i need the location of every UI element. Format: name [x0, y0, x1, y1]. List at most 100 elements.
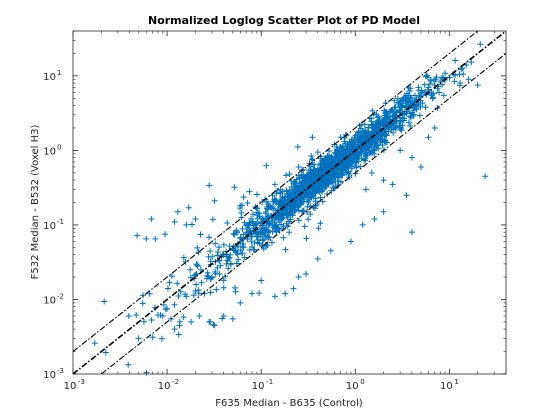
x-tick-label: 10 [440, 381, 453, 392]
data-point [293, 189, 300, 196]
data-point [174, 208, 181, 215]
data-point [369, 107, 376, 114]
data-point [295, 207, 302, 214]
data-point [263, 162, 270, 169]
data-point [185, 204, 192, 211]
y-axis-label: F532 Median - B532 (Voxel H3) [30, 125, 41, 280]
data-point [294, 143, 301, 150]
data-point [314, 149, 321, 156]
data-point [300, 178, 307, 185]
data-point [146, 290, 153, 297]
data-point [296, 201, 303, 208]
data-point [388, 107, 395, 114]
data-point [226, 243, 233, 250]
reference-line [100, 53, 507, 375]
data-point [363, 137, 370, 144]
data-point [209, 216, 216, 223]
data-point [149, 334, 156, 341]
data-point [304, 209, 311, 216]
data-point [295, 163, 302, 170]
data-point [282, 246, 289, 253]
data-point [309, 171, 316, 178]
data-point [363, 152, 370, 159]
data-point [389, 181, 396, 188]
data-point [189, 221, 196, 228]
data-point [322, 174, 329, 181]
y-tick-exponent: 0 [57, 143, 61, 151]
data-point [325, 175, 332, 182]
data-point [148, 316, 155, 323]
data-point [214, 264, 221, 271]
data-point [265, 234, 272, 241]
data-point [402, 93, 409, 100]
data-point [330, 155, 337, 162]
data-point [460, 71, 467, 78]
data-point [408, 154, 415, 161]
data-point [426, 80, 433, 87]
data-point [351, 134, 358, 141]
data-point [327, 247, 334, 254]
data-point [374, 141, 381, 148]
chart-title: Normalized Loglog Scatter Plot of PD Mod… [148, 14, 420, 27]
data-point [262, 232, 269, 239]
data-point [257, 233, 264, 240]
data-point [183, 221, 190, 228]
data-point [207, 289, 214, 296]
data-point [134, 232, 141, 239]
y-tick-exponent: -2 [57, 292, 64, 300]
data-point [402, 103, 409, 110]
y-tick-label: 10 [43, 370, 56, 381]
data-point [293, 206, 300, 213]
scatter-points [91, 41, 489, 376]
data-point [164, 305, 171, 312]
data-point [397, 147, 404, 154]
data-point [284, 223, 291, 230]
data-point [311, 175, 318, 182]
data-point [428, 77, 435, 84]
data-point [392, 104, 399, 111]
data-point [273, 228, 280, 235]
data-point [295, 183, 302, 190]
data-point [299, 185, 306, 192]
data-point [362, 146, 369, 153]
data-point [415, 84, 422, 91]
x-tick-label: 10 [64, 381, 77, 392]
data-point [255, 210, 262, 217]
data-point [125, 312, 132, 319]
data-point [277, 190, 284, 197]
data-point [232, 284, 239, 291]
data-point [405, 119, 412, 126]
data-point [194, 244, 201, 251]
data-point [265, 200, 272, 207]
data-point [425, 134, 432, 141]
x-tick-exponent: -2 [172, 378, 179, 386]
data-point [247, 233, 254, 240]
data-point [249, 290, 256, 297]
data-point [355, 130, 362, 137]
data-point [237, 299, 244, 306]
y-tick-label: 10 [43, 221, 56, 232]
data-point [301, 174, 308, 181]
data-point [385, 128, 392, 135]
data-point [365, 141, 372, 148]
data-point [298, 208, 305, 215]
data-point [374, 114, 381, 121]
data-point [161, 231, 168, 238]
data-point [306, 192, 313, 199]
data-point [311, 166, 318, 173]
data-point [164, 285, 171, 292]
data-point [198, 279, 205, 286]
data-point [171, 301, 178, 308]
data-point [233, 227, 240, 234]
data-point [368, 169, 375, 176]
data-point [392, 124, 399, 131]
data-point [188, 318, 195, 325]
data-point [250, 211, 257, 218]
data-point [408, 229, 415, 236]
data-point [358, 155, 365, 162]
y-tick-label: 10 [43, 295, 56, 306]
data-point [176, 322, 183, 329]
data-point [246, 221, 253, 228]
data-point [365, 147, 372, 154]
